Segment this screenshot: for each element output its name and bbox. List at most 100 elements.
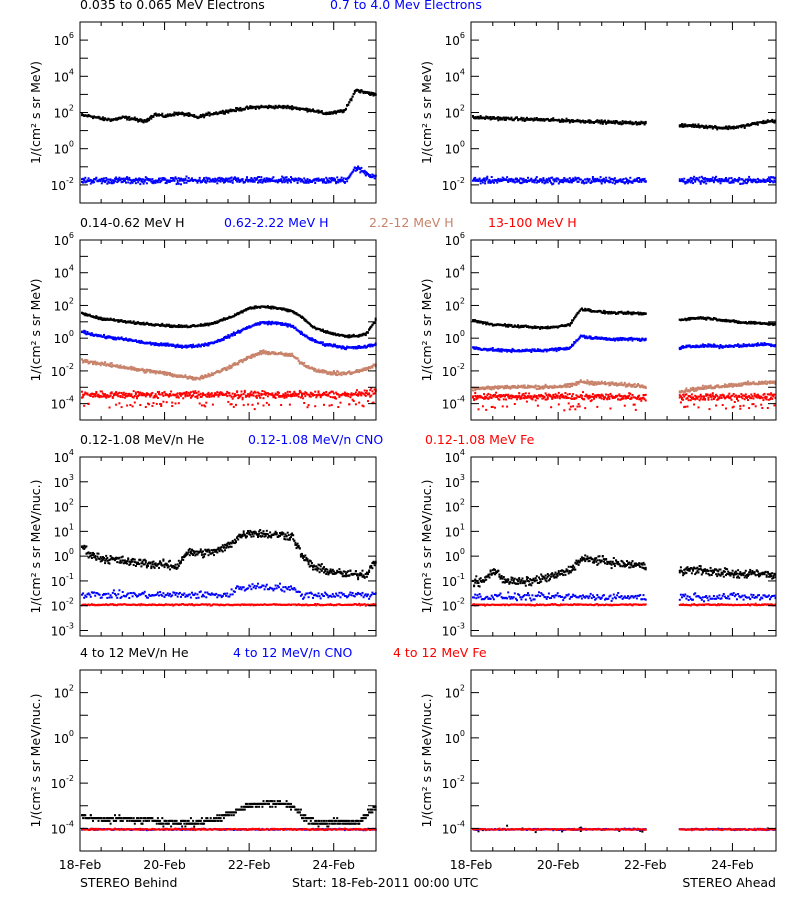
data-point: [695, 177, 698, 180]
data-point: [490, 117, 493, 120]
data-point: [221, 394, 224, 397]
data-point: [345, 348, 347, 351]
data-point: [254, 353, 257, 355]
data-point: [308, 322, 311, 325]
data-point: [177, 346, 180, 348]
data-point: [474, 176, 477, 179]
data-point: [210, 374, 213, 377]
data-point: [321, 341, 324, 344]
data-point: [531, 348, 534, 351]
data-point: [273, 107, 276, 110]
data-point: [134, 393, 137, 395]
data-point: [149, 116, 152, 119]
data-point: [335, 182, 338, 185]
data-point: [715, 125, 718, 128]
data-point: [183, 391, 186, 394]
data-point: [563, 177, 566, 179]
data-point: [643, 180, 646, 183]
data-point: [723, 319, 726, 322]
data-point: [155, 395, 158, 398]
data-point: [714, 126, 716, 129]
data-point: [613, 311, 616, 314]
data-point: [268, 322, 270, 325]
data-point: [101, 116, 104, 119]
data-point: [331, 373, 334, 376]
data-point: [218, 319, 221, 322]
data-point: [163, 391, 166, 394]
data-point: [562, 178, 565, 181]
data-point: [273, 394, 276, 397]
data-point: [755, 181, 758, 184]
data-point: [543, 182, 546, 185]
data-point: [360, 170, 363, 173]
data-point: [550, 119, 553, 122]
data-point: [132, 178, 135, 181]
data-point: [161, 323, 164, 326]
data-point: [154, 395, 157, 398]
data-point: [114, 393, 116, 396]
data-point: [260, 350, 263, 353]
data-point: [285, 309, 288, 312]
data-point: [268, 352, 270, 355]
data-point: [509, 350, 512, 352]
data-point: [175, 396, 178, 399]
data-point: [191, 114, 193, 117]
data-point: [298, 362, 301, 365]
data-point: [224, 336, 226, 338]
data-point: [198, 324, 201, 327]
data-point: [508, 349, 511, 352]
data-point: [711, 126, 714, 129]
data-point: [210, 341, 213, 344]
data-point: [87, 361, 90, 364]
data-point: [363, 169, 366, 172]
data-point: [626, 122, 628, 125]
data-point: [231, 392, 234, 395]
data-point: [154, 324, 157, 326]
data-point: [609, 312, 612, 315]
data-point: [94, 116, 97, 119]
data-point: [538, 180, 540, 183]
data-point: [182, 112, 185, 115]
data-point: [476, 179, 479, 182]
data-point: [111, 179, 114, 182]
data-point: [744, 321, 747, 323]
data-point: [127, 117, 130, 119]
data-point: [759, 321, 762, 324]
data-point: [154, 181, 157, 184]
data-point: [729, 181, 732, 184]
data-point: [199, 116, 202, 119]
data-point: [580, 181, 583, 184]
data-point: [353, 91, 356, 94]
data-point: [230, 179, 233, 182]
data-point: [533, 326, 536, 329]
data-point: [132, 368, 135, 371]
data-point: [147, 117, 149, 120]
data-point: [166, 179, 169, 182]
data-point: [144, 395, 147, 398]
data-point: [307, 404, 310, 407]
data-point: [176, 181, 179, 184]
data-point: [211, 178, 214, 181]
data-point: [87, 332, 90, 335]
data-point: [235, 403, 237, 406]
data-point: [104, 361, 107, 364]
data-point: [192, 324, 195, 327]
data-point: [191, 325, 193, 328]
data-point: [327, 394, 330, 397]
data-point: [517, 325, 520, 328]
data-point: [365, 331, 368, 334]
data-point: [611, 311, 614, 314]
data-point: [754, 123, 757, 126]
data-point: [330, 371, 333, 374]
data-point: [105, 335, 108, 338]
data-point: [249, 356, 252, 358]
data-point: [125, 177, 127, 180]
data-point: [136, 397, 138, 400]
data-point: [562, 118, 565, 121]
data-point: [263, 177, 266, 180]
data-point: [99, 180, 102, 182]
data-point: [186, 346, 189, 349]
data-point: [176, 392, 179, 395]
data-point: [332, 177, 335, 180]
